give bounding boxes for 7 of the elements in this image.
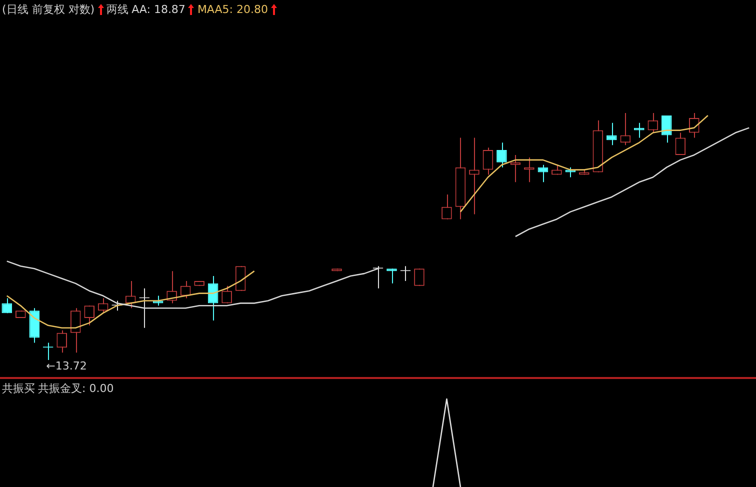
text: MAA5: 20.80 (197, 3, 268, 16)
text: 共振金叉: 0.00 (38, 381, 114, 396)
text: AA: 18.87 (132, 3, 186, 16)
chart-title: (日线 前复权 对数) (2, 2, 95, 17)
text: 两线 (106, 2, 129, 17)
annotation: ←13.72 (46, 359, 87, 372)
text: 共振买 (2, 381, 35, 396)
